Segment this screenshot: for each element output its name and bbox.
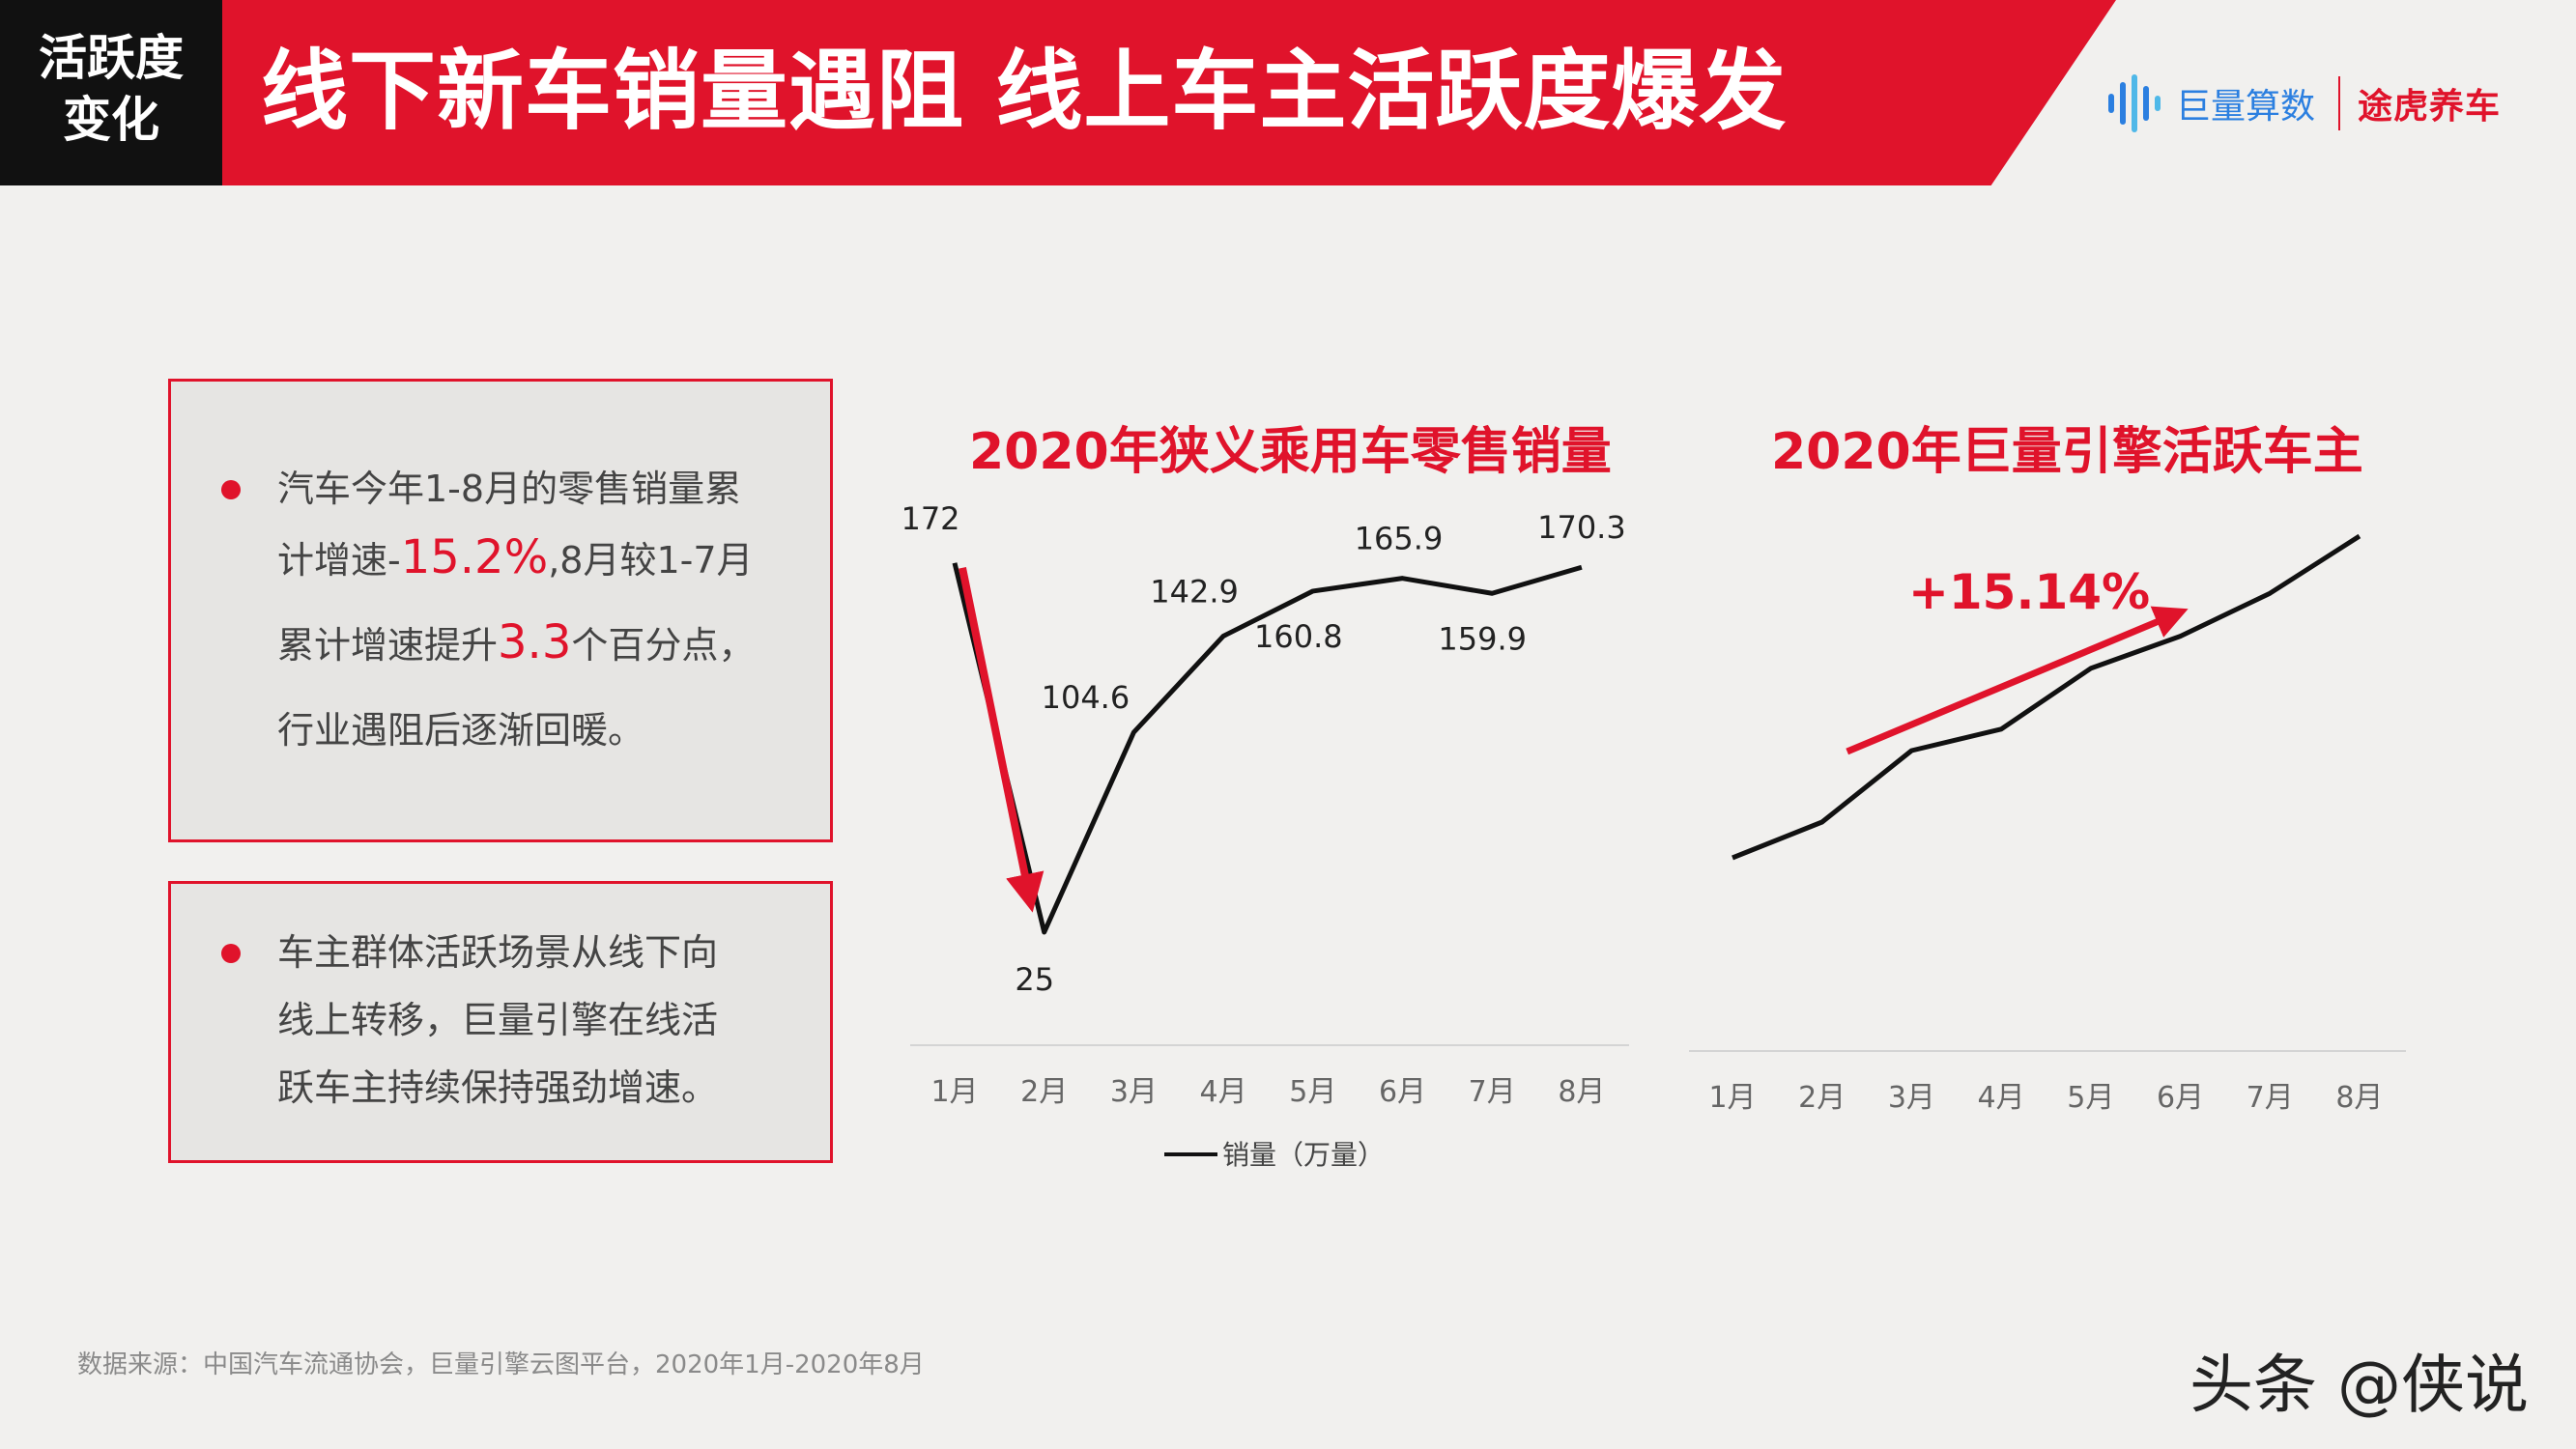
chart1-title: 2020年狭义乘用车零售销量: [969, 423, 1612, 481]
data-label: 159.9: [1438, 620, 1527, 657]
owners-line: [1732, 533, 2361, 861]
x-tick-label: 5月: [1289, 1075, 1336, 1109]
logo-area: 巨量算数 途虎养车: [2106, 68, 2501, 139]
legend-label: 销量（万量）: [1222, 1139, 1385, 1171]
section-tag-box: [0, 0, 222, 185]
tuhu-logo-text: 途虎养车: [2358, 87, 2502, 127]
x-tick-label: 5月: [2067, 1081, 2114, 1115]
data-label: 104.6: [1042, 679, 1131, 716]
bullet1-line3: 累计增速提升3.3个百分点，: [277, 615, 755, 669]
bullet1-line4: 行业遇阻后逐渐回暖。: [277, 709, 645, 752]
x-tick-label: 4月: [1200, 1075, 1247, 1109]
drop-arrow: [959, 567, 1045, 913]
data-label: 165.9: [1355, 521, 1444, 557]
bullet-box-1: 汽车今年1-8月的零售销量累 计增速-15.2%,8月较1-7月 累计增速提升3…: [168, 379, 833, 842]
bullet1-line2-b: ,8月较1-7月: [548, 539, 754, 582]
x-tick-label: 8月: [1558, 1075, 1605, 1109]
section-tag-line1: 活跃度: [39, 30, 184, 86]
growth-arrow: [1846, 606, 2189, 755]
x-tick-label: 7月: [2247, 1081, 2294, 1115]
bullet2-line1: 车主群体活跃场景从线下向: [277, 931, 719, 974]
x-tick-label: 6月: [2157, 1081, 2204, 1115]
bullet2-line2: 线上转移，巨量引擎在线活: [277, 999, 719, 1041]
watermark: 头条 @侠说: [2190, 1348, 2529, 1422]
section-tag-line2: 变化: [63, 92, 159, 148]
bullet1-line3-b: 个百分点，: [571, 624, 756, 667]
bullet-dot: [221, 944, 241, 963]
x-tick-label: 1月: [930, 1075, 978, 1109]
x-tick-label: 4月: [1978, 1081, 2025, 1115]
x-tick-label: 3月: [1110, 1075, 1158, 1109]
data-label: 160.8: [1254, 618, 1343, 655]
x-tick-label: 6月: [1379, 1075, 1426, 1109]
data-label: 172: [901, 500, 959, 537]
data-label: 25: [1015, 961, 1054, 998]
data-source: 数据来源：中国汽车流通协会，巨量引擎云图平台，2020年1月-2020年8月: [77, 1350, 925, 1379]
points-highlight: 3.3: [498, 615, 572, 669]
bullet2-line3: 跃车主持续保持强劲增速。: [277, 1066, 719, 1109]
x-tick-label: 7月: [1469, 1075, 1516, 1109]
page-title: 线下新车销量遇阻 线上车主活跃度爆发: [261, 41, 1788, 142]
data-label: 142.9: [1150, 573, 1239, 610]
bullet1-line2: 计增速-15.2%,8月较1-7月: [277, 530, 754, 584]
x-tick-label: 1月: [1708, 1081, 1756, 1115]
bullet-dot: [221, 480, 241, 499]
x-tick-label: 8月: [2335, 1081, 2383, 1115]
growth-highlight: 15.2%: [400, 530, 549, 584]
growth-annotation: +15.14%: [1908, 564, 2150, 620]
juliang-logo-icon: [2108, 74, 2161, 132]
bullet1-line2-a: 计增速-: [277, 539, 401, 582]
data-label: 170.3: [1537, 509, 1626, 546]
section-tag: 活跃度 变化: [0, 27, 222, 151]
bullet-box-2: 车主群体活跃场景从线下向 线上转移，巨量引擎在线活 跃车主持续保持强劲增速。: [168, 881, 833, 1163]
bullet1-line1: 汽车今年1-8月的零售销量累: [277, 468, 742, 510]
bullet1-line3-a: 累计增速提升: [277, 624, 499, 667]
x-tick-label: 2月: [1798, 1081, 1846, 1115]
x-tick-label: 3月: [1888, 1081, 1935, 1115]
x-tick-label: 2月: [1020, 1075, 1068, 1109]
juliang-logo-text: 巨量算数: [2176, 87, 2316, 127]
chart2-title: 2020年巨量引擎活跃车主: [1771, 423, 2363, 481]
logo-divider: [2338, 76, 2341, 130]
sales-line: [952, 562, 1583, 935]
header-banner: [222, 0, 2116, 185]
